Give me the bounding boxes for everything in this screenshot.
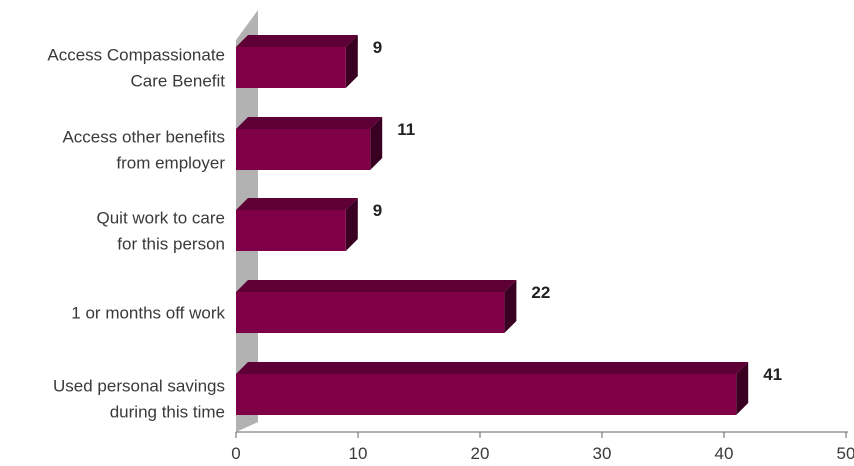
category-label-line: Care Benefit bbox=[131, 72, 226, 91]
bar-front-face bbox=[236, 292, 505, 333]
bar bbox=[236, 280, 517, 333]
x-tick-label: 50 bbox=[837, 444, 854, 463]
category-label-line: for this person bbox=[117, 235, 225, 254]
category-label-line: Access Compassionate bbox=[47, 46, 225, 65]
bar-side-face bbox=[736, 362, 749, 415]
bar-side-face bbox=[345, 35, 358, 88]
category-label: Access Compassionate Care Benefit bbox=[47, 46, 225, 91]
category-label-line: during this time bbox=[110, 403, 225, 422]
value-label: 41 bbox=[763, 365, 782, 384]
bar-side-face bbox=[504, 280, 517, 333]
category-label-line: from employer bbox=[116, 154, 225, 173]
category-label-line: Quit work to care bbox=[97, 209, 226, 228]
category-label-line: Access other benefits bbox=[62, 128, 225, 147]
bar-side-face bbox=[370, 117, 383, 170]
bar-front-face bbox=[236, 47, 346, 88]
x-tick-label: 10 bbox=[349, 444, 368, 463]
bar bbox=[236, 362, 749, 415]
x-tick-label: 0 bbox=[231, 444, 240, 463]
x-tick-label: 40 bbox=[715, 444, 734, 463]
x-tick-label: 30 bbox=[593, 444, 612, 463]
bar-front-face bbox=[236, 374, 737, 415]
category-label: Quit work to care for this person bbox=[97, 209, 226, 254]
value-label: 9 bbox=[373, 38, 382, 57]
bar-top-face bbox=[236, 117, 383, 129]
bar-top-face bbox=[236, 362, 749, 374]
category-label: Used personal savings during this time bbox=[53, 377, 225, 422]
bar bbox=[236, 117, 383, 170]
category-labels: Access Compassionate Care Benefit Access o… bbox=[47, 46, 225, 422]
category-label: 1 or months off work bbox=[71, 304, 225, 323]
bar-front-face bbox=[236, 210, 346, 251]
bar-front-face bbox=[236, 129, 371, 170]
value-label: 22 bbox=[531, 283, 550, 302]
value-labels: 9 11 9 22 41 bbox=[373, 38, 782, 384]
x-axis-ticks: 0 10 20 30 40 50 bbox=[231, 432, 854, 463]
bar bbox=[236, 35, 358, 88]
bar-top-face bbox=[236, 35, 358, 47]
bar bbox=[236, 198, 358, 251]
category-label: Access other benefits from employer bbox=[62, 128, 225, 173]
x-tick-label: 20 bbox=[471, 444, 490, 463]
category-label-line: Used personal savings bbox=[53, 377, 225, 396]
value-label: 11 bbox=[397, 120, 415, 139]
bars-group bbox=[236, 35, 749, 415]
bar-side-face bbox=[345, 198, 358, 251]
bar-top-face bbox=[236, 280, 517, 292]
category-label-line: 1 or months off work bbox=[71, 304, 225, 323]
value-label: 9 bbox=[373, 201, 382, 220]
bar-top-face bbox=[236, 198, 358, 210]
